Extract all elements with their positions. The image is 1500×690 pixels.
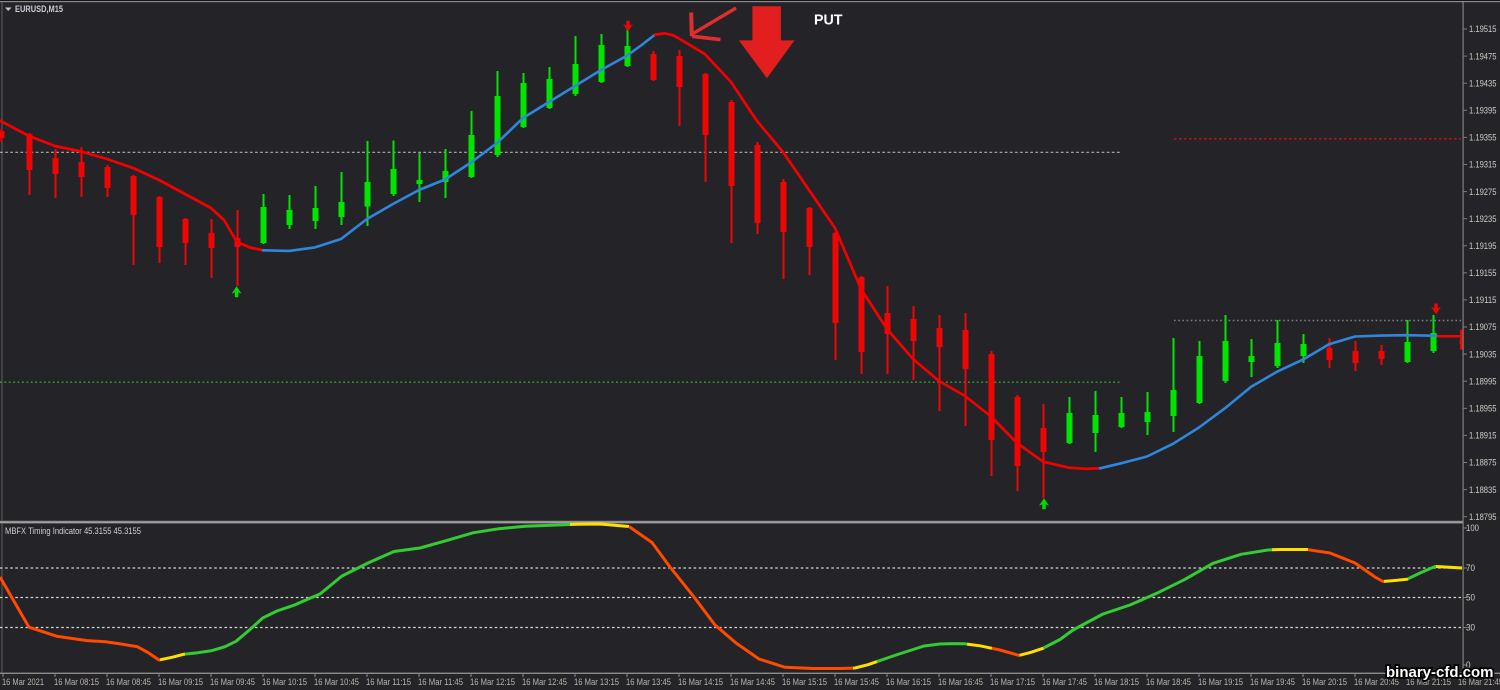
- svg-text:16 Mar 2021: 16 Mar 2021: [2, 677, 44, 687]
- svg-text:1.18915: 1.18915: [1469, 431, 1497, 442]
- svg-text:1.18835: 1.18835: [1469, 485, 1497, 496]
- svg-text:1.19075: 1.19075: [1469, 322, 1497, 333]
- svg-text:16 Mar 08:45: 16 Mar 08:45: [106, 677, 151, 687]
- svg-text:1.19035: 1.19035: [1469, 349, 1497, 360]
- svg-text:1.18955: 1.18955: [1469, 404, 1497, 415]
- svg-text:1.19355: 1.19355: [1469, 133, 1497, 144]
- svg-text:70: 70: [1466, 563, 1475, 573]
- svg-text:1.19315: 1.19315: [1469, 160, 1497, 171]
- svg-text:16 Mar 10:15: 16 Mar 10:15: [262, 677, 307, 687]
- svg-text:16 Mar 16:45: 16 Mar 16:45: [938, 677, 983, 687]
- svg-text:1.19395: 1.19395: [1469, 106, 1497, 117]
- svg-text:16 Mar 18:15: 16 Mar 18:15: [1094, 677, 1139, 687]
- svg-text:16 Mar 10:45: 16 Mar 10:45: [314, 677, 359, 687]
- svg-text:30: 30: [1466, 623, 1475, 633]
- svg-text:16 Mar 14:15: 16 Mar 14:15: [678, 677, 723, 687]
- svg-text:16 Mar 13:15: 16 Mar 13:15: [574, 677, 619, 687]
- svg-text:16 Mar 20:15: 16 Mar 20:15: [1302, 677, 1347, 687]
- svg-text:1.19155: 1.19155: [1469, 268, 1497, 279]
- svg-text:1.19435: 1.19435: [1469, 78, 1497, 89]
- svg-text:16 Mar 09:15: 16 Mar 09:15: [158, 677, 203, 687]
- svg-text:1.18795: 1.18795: [1469, 512, 1497, 523]
- svg-text:16 Mar 11:15: 16 Mar 11:15: [366, 677, 411, 687]
- svg-text:1.19235: 1.19235: [1469, 214, 1497, 225]
- svg-text:16 Mar 21:15: 16 Mar 21:15: [1406, 677, 1451, 687]
- svg-text:100: 100: [1466, 523, 1479, 533]
- svg-text:1.19515: 1.19515: [1469, 24, 1497, 35]
- svg-text:16 Mar 19:15: 16 Mar 19:15: [1198, 677, 1243, 687]
- svg-text:16 Mar 15:15: 16 Mar 15:15: [782, 677, 827, 687]
- svg-text:16 Mar 15:45: 16 Mar 15:45: [834, 677, 879, 687]
- svg-text:1.19115: 1.19115: [1469, 295, 1497, 306]
- svg-text:16 Mar 17:45: 16 Mar 17:45: [1042, 677, 1087, 687]
- svg-text:16 Mar 21:45: 16 Mar 21:45: [1458, 677, 1500, 687]
- svg-text:16 Mar 09:45: 16 Mar 09:45: [210, 677, 255, 687]
- svg-text:16 Mar 12:15: 16 Mar 12:15: [470, 677, 515, 687]
- svg-text:1.19195: 1.19195: [1469, 241, 1497, 252]
- svg-text:16 Mar 20:45: 16 Mar 20:45: [1354, 677, 1399, 687]
- svg-text:EURUSD,M15: EURUSD,M15: [15, 4, 63, 14]
- svg-text:16 Mar 19:45: 16 Mar 19:45: [1250, 677, 1295, 687]
- svg-text:PUT: PUT: [814, 13, 843, 29]
- svg-text:16 Mar 14:45: 16 Mar 14:45: [730, 677, 775, 687]
- svg-text:50: 50: [1466, 593, 1475, 603]
- svg-text:16 Mar 16:15: 16 Mar 16:15: [886, 677, 931, 687]
- svg-text:16 Mar 12:45: 16 Mar 12:45: [522, 677, 567, 687]
- svg-text:1.18995: 1.18995: [1469, 376, 1497, 387]
- svg-text:1.19475: 1.19475: [1469, 51, 1497, 62]
- svg-text:16 Mar 13:45: 16 Mar 13:45: [626, 677, 671, 687]
- svg-text:binary-cfd.com: binary-cfd.com: [1386, 664, 1494, 681]
- svg-text:MBFX Timing Indicator 45.3155: MBFX Timing Indicator 45.3155 45.3155: [5, 526, 141, 536]
- svg-text:16 Mar 11:45: 16 Mar 11:45: [418, 677, 463, 687]
- svg-text:16 Mar 17:15: 16 Mar 17:15: [990, 677, 1035, 687]
- svg-text:16 Mar 08:15: 16 Mar 08:15: [54, 677, 99, 687]
- svg-text:1.18875: 1.18875: [1469, 458, 1497, 469]
- svg-text:1.19275: 1.19275: [1469, 187, 1497, 198]
- svg-text:0: 0: [1466, 660, 1471, 670]
- svg-text:16 Mar 18:45: 16 Mar 18:45: [1146, 677, 1191, 687]
